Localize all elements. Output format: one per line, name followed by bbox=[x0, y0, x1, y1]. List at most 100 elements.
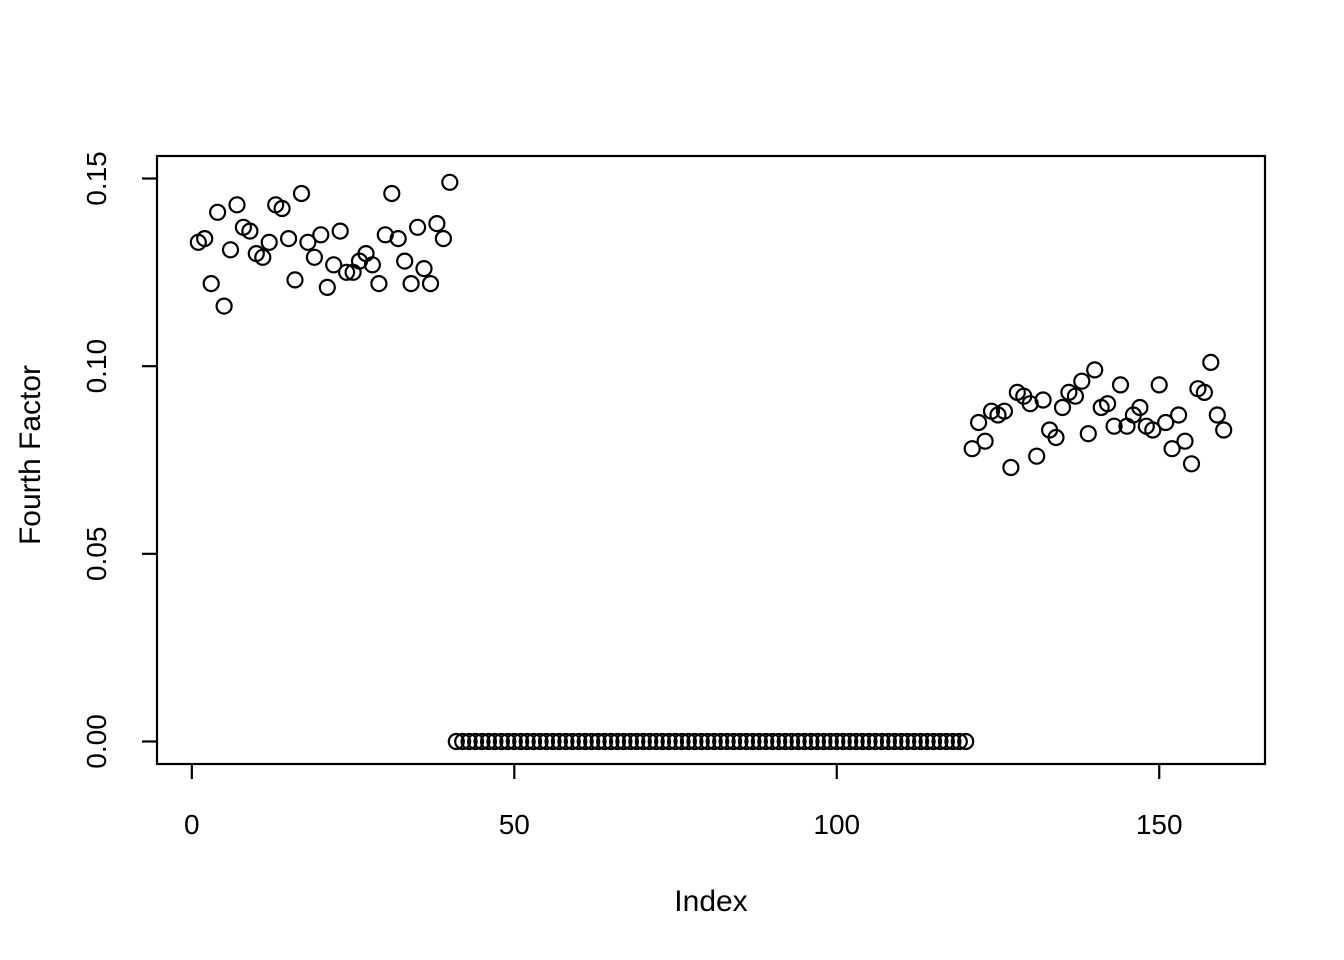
data-point bbox=[995, 402, 1014, 420]
data-point bbox=[963, 440, 981, 458]
data-point bbox=[763, 732, 781, 751]
data-point bbox=[396, 252, 414, 270]
data-point bbox=[383, 184, 401, 203]
data-point bbox=[724, 732, 743, 751]
data-point bbox=[615, 732, 633, 751]
data-point bbox=[460, 732, 478, 751]
data-point bbox=[679, 732, 698, 751]
data-point bbox=[1111, 376, 1130, 394]
data-point bbox=[305, 248, 323, 266]
data-point bbox=[750, 732, 769, 751]
data-point bbox=[479, 732, 498, 751]
data-point bbox=[557, 732, 575, 751]
data-point bbox=[1150, 376, 1168, 394]
data-point bbox=[512, 732, 530, 751]
data-point bbox=[486, 732, 504, 751]
data-point bbox=[815, 732, 833, 751]
data-point bbox=[770, 732, 788, 751]
data-point bbox=[802, 732, 820, 751]
data-point bbox=[1034, 391, 1052, 409]
data-point bbox=[1208, 406, 1226, 424]
plot-area-border bbox=[155, 154, 1267, 766]
data-point bbox=[641, 732, 659, 751]
data-point bbox=[634, 732, 652, 751]
x-axis-label: Index bbox=[674, 885, 747, 918]
data-point bbox=[434, 230, 452, 248]
data-point bbox=[808, 732, 827, 751]
data-point bbox=[370, 275, 388, 293]
data-point bbox=[957, 732, 975, 751]
data-point bbox=[454, 732, 472, 751]
data-point bbox=[628, 732, 646, 751]
data-point bbox=[931, 732, 949, 751]
data-point bbox=[1157, 413, 1175, 432]
data-point bbox=[873, 732, 891, 751]
data-point bbox=[911, 732, 930, 751]
data-point bbox=[899, 732, 917, 751]
data-point bbox=[731, 732, 749, 751]
data-point bbox=[447, 732, 465, 751]
data-point bbox=[834, 732, 852, 751]
data-point bbox=[918, 732, 936, 751]
data-point bbox=[1086, 361, 1104, 379]
data-point bbox=[905, 732, 923, 751]
data-point bbox=[744, 732, 762, 751]
data-point bbox=[428, 215, 446, 233]
y-tick-label: 0.05 bbox=[81, 527, 112, 582]
data-point bbox=[595, 732, 614, 751]
data-point bbox=[228, 196, 246, 214]
data-point bbox=[950, 732, 968, 751]
data-point bbox=[1098, 395, 1117, 413]
data-point bbox=[1182, 455, 1201, 473]
data-point bbox=[1053, 398, 1072, 417]
data-point bbox=[757, 732, 775, 751]
data-point bbox=[969, 413, 988, 432]
data-point bbox=[260, 233, 278, 251]
y-axis-ticks: 0.00 0.05 0.10 0.15 bbox=[81, 151, 157, 769]
data-point bbox=[860, 732, 878, 751]
data-point bbox=[331, 222, 349, 240]
data-point bbox=[254, 248, 272, 266]
data-point bbox=[589, 732, 607, 751]
data-point bbox=[202, 275, 220, 293]
data-point bbox=[241, 222, 259, 240]
data-point bbox=[828, 732, 846, 751]
data-point bbox=[299, 233, 317, 251]
data-point bbox=[1073, 372, 1091, 390]
data-point bbox=[879, 732, 898, 751]
data-point bbox=[776, 732, 794, 751]
data-point bbox=[789, 732, 807, 751]
data-point bbox=[1144, 421, 1162, 439]
data-point bbox=[338, 263, 356, 281]
y-axis-label: Fourth Factor bbox=[14, 365, 47, 545]
data-point bbox=[221, 241, 240, 259]
data-point bbox=[499, 732, 517, 751]
data-point bbox=[209, 203, 227, 221]
data-point bbox=[583, 732, 601, 751]
data-point bbox=[215, 297, 233, 315]
data-point bbox=[492, 732, 510, 751]
data-point bbox=[312, 226, 330, 244]
data-point bbox=[944, 732, 962, 751]
data-point bbox=[196, 230, 214, 248]
data-point bbox=[892, 732, 910, 751]
data-point bbox=[402, 275, 420, 293]
data-point bbox=[821, 732, 839, 751]
data-point bbox=[550, 732, 569, 751]
data-point bbox=[563, 732, 581, 751]
data-point bbox=[608, 732, 627, 751]
data-point bbox=[602, 732, 620, 751]
data-point bbox=[666, 732, 685, 751]
data-point bbox=[647, 732, 665, 751]
data-point bbox=[505, 732, 523, 751]
data-point bbox=[782, 732, 801, 751]
data-point bbox=[292, 184, 311, 203]
data-point bbox=[924, 732, 943, 751]
data-point bbox=[712, 732, 730, 751]
x-tick-label: 0 bbox=[184, 809, 200, 840]
data-point bbox=[737, 732, 756, 751]
data-point bbox=[273, 199, 291, 218]
data-point bbox=[718, 732, 736, 751]
data-point bbox=[886, 732, 904, 751]
